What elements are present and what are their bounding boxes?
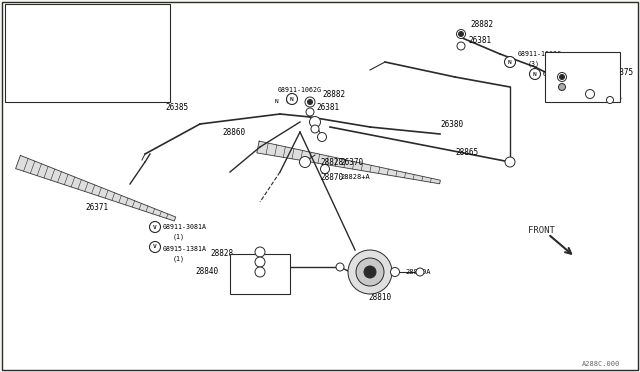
Circle shape xyxy=(255,267,265,277)
Text: 28882: 28882 xyxy=(470,19,493,29)
Text: (DRIVER): (DRIVER) xyxy=(88,52,122,58)
Text: 28875: 28875 xyxy=(610,67,633,77)
Text: 26381: 26381 xyxy=(468,35,491,45)
Circle shape xyxy=(150,241,161,253)
Text: 26380: 26380 xyxy=(440,119,463,128)
Circle shape xyxy=(317,132,326,141)
Text: 28810A: 28810A xyxy=(405,269,431,275)
Polygon shape xyxy=(257,141,440,184)
Circle shape xyxy=(559,74,564,80)
Circle shape xyxy=(529,68,541,80)
Circle shape xyxy=(150,221,161,232)
Text: 28860: 28860 xyxy=(222,128,245,137)
Circle shape xyxy=(321,164,330,173)
Text: (ASSIST): (ASSIST) xyxy=(12,52,46,58)
Circle shape xyxy=(305,97,315,107)
Circle shape xyxy=(364,266,376,278)
Text: 08911-1062G: 08911-1062G xyxy=(543,71,587,77)
Circle shape xyxy=(416,268,424,276)
Text: N: N xyxy=(533,71,537,77)
Circle shape xyxy=(287,93,298,105)
Bar xyxy=(230,254,290,294)
Text: 28828: 28828 xyxy=(210,250,233,259)
Circle shape xyxy=(458,32,463,36)
Text: (3): (3) xyxy=(556,81,568,87)
Polygon shape xyxy=(77,70,158,97)
Text: 26371: 26371 xyxy=(85,202,108,212)
Text: A288C.000: A288C.000 xyxy=(582,361,620,367)
Text: 08915-1381A: 08915-1381A xyxy=(163,246,207,252)
Text: N: N xyxy=(508,60,512,64)
Circle shape xyxy=(505,157,515,167)
Circle shape xyxy=(255,257,265,267)
Text: 28828+A: 28828+A xyxy=(592,94,621,100)
Text: FRONT: FRONT xyxy=(528,225,555,234)
Bar xyxy=(5,4,170,102)
Text: 28870: 28870 xyxy=(320,173,343,182)
Text: REFILLS-WIPER BLADE: REFILLS-WIPER BLADE xyxy=(12,13,100,22)
Text: 28865: 28865 xyxy=(455,148,478,157)
Text: 28828+A: 28828+A xyxy=(340,174,370,180)
Circle shape xyxy=(586,90,595,99)
Text: 26373M: 26373M xyxy=(88,44,115,50)
Text: V: V xyxy=(153,244,157,250)
Text: 08911-3081A: 08911-3081A xyxy=(163,224,207,230)
Polygon shape xyxy=(11,74,70,96)
Text: (3): (3) xyxy=(528,61,540,67)
Text: 28810: 28810 xyxy=(368,292,391,301)
Text: 08911-1062G: 08911-1062G xyxy=(278,87,322,93)
Text: (1): (1) xyxy=(173,256,185,262)
Text: (1): (1) xyxy=(173,234,185,240)
Circle shape xyxy=(300,157,310,167)
Text: 26381: 26381 xyxy=(316,103,339,112)
Circle shape xyxy=(504,57,515,67)
Polygon shape xyxy=(15,155,176,221)
Circle shape xyxy=(348,250,392,294)
Text: 08911-1062G: 08911-1062G xyxy=(518,51,562,57)
Text: 26385: 26385 xyxy=(165,103,188,112)
Circle shape xyxy=(310,116,321,128)
Text: 26370: 26370 xyxy=(340,157,363,167)
Text: N: N xyxy=(290,96,294,102)
Text: 28882: 28882 xyxy=(322,90,345,99)
Circle shape xyxy=(307,99,312,105)
Circle shape xyxy=(255,247,265,257)
Text: V: V xyxy=(153,224,157,230)
Circle shape xyxy=(557,73,566,81)
Text: 28828: 28828 xyxy=(320,157,343,167)
Text: (3): (3) xyxy=(285,97,297,103)
Text: N: N xyxy=(275,99,279,103)
Circle shape xyxy=(390,267,399,276)
Circle shape xyxy=(306,108,314,116)
Text: 26373: 26373 xyxy=(63,23,86,32)
Circle shape xyxy=(457,42,465,50)
Text: 28840: 28840 xyxy=(195,267,218,276)
Bar xyxy=(545,52,620,102)
Circle shape xyxy=(311,125,319,133)
Text: 26373P: 26373P xyxy=(12,44,38,50)
Circle shape xyxy=(336,263,344,271)
Circle shape xyxy=(456,29,465,38)
Circle shape xyxy=(356,258,384,286)
Circle shape xyxy=(607,96,614,103)
Circle shape xyxy=(559,83,566,90)
